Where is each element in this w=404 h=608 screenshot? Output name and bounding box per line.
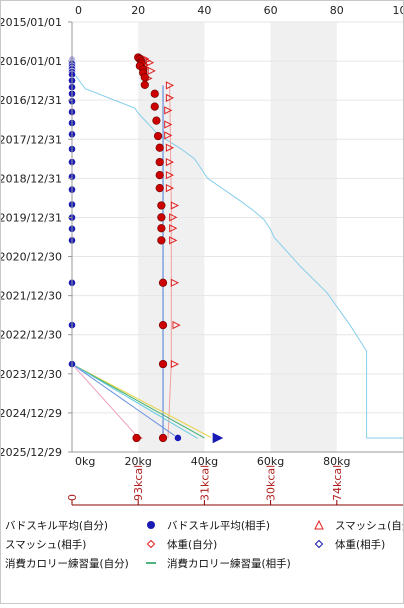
y-tick-label: 2024/12/29: [1, 407, 62, 420]
series-point: [158, 433, 168, 443]
series-point: [165, 171, 175, 180]
series-point: [153, 131, 163, 141]
data-markers: [68, 53, 224, 444]
series-point: [169, 236, 178, 245]
legend-label: バドスキル平均(相手): [167, 519, 270, 532]
series-point: [165, 184, 175, 193]
series-point: [150, 102, 159, 111]
calorie-tick-label: 74kcal: [331, 465, 344, 501]
sky-line: [71, 70, 403, 439]
series-point: [170, 359, 180, 369]
x-bottom-tick-label: 0kg: [75, 455, 95, 468]
legend-swatch: [314, 539, 324, 549]
series-point: [164, 120, 173, 129]
legend-swatch: [146, 539, 156, 549]
series-point: [158, 320, 168, 330]
calorie-tick-label: 0: [66, 494, 79, 501]
series-point: [165, 157, 175, 167]
series-point: [174, 434, 182, 442]
y-tick-label: 2016/12/31: [1, 94, 62, 107]
legend-label: スマッシュ(自分): [335, 519, 403, 532]
y-tick-label: 2025/12/29: [1, 446, 62, 459]
series-point: [170, 278, 180, 287]
x-top-tick-label: 20: [131, 4, 145, 17]
x-bottom-tick-label: 40kg: [191, 455, 218, 468]
series-point: [140, 80, 149, 89]
blue-diagonal: [71, 363, 179, 439]
series-point: [158, 278, 168, 287]
legend-label: スマッシュ(相手): [5, 538, 86, 551]
pink-diagonal: [71, 363, 139, 438]
series-point: [165, 93, 175, 103]
series-point: [158, 359, 168, 369]
cyan-line: [71, 363, 199, 439]
y-tick-label: 2019/12/31: [1, 211, 62, 224]
y-tick-label: 2016/01/01: [1, 55, 62, 68]
series-point: [164, 106, 173, 115]
calorie-tick-label: 93kcal: [132, 465, 145, 501]
series-point: [152, 116, 161, 125]
y-tick-label: 2015/01/01: [1, 16, 62, 29]
series-point: [172, 320, 181, 330]
series-point: [170, 201, 180, 210]
series-point: [164, 131, 173, 140]
calorie-tick-label: 30kcal: [265, 465, 278, 501]
y-tick-label: 2022/12/30: [1, 329, 62, 342]
series-point: [132, 433, 141, 443]
legend-swatch: [314, 519, 324, 530]
series-point: [150, 89, 159, 98]
series-point: [165, 81, 175, 90]
calorie-tick-label: 31kcal: [198, 465, 211, 501]
legend: バドスキル平均(自分) バドスキル平均(相手) スマッシュ(自分) スマッシュ(相手)…: [5, 519, 404, 570]
series-point: [157, 236, 166, 245]
series-point: [155, 171, 164, 180]
y-tick-label: 2020/12/30: [1, 251, 62, 264]
series-point: [155, 157, 164, 167]
y-tick-label: 2018/12/31: [1, 172, 62, 185]
series-point: [157, 201, 166, 210]
legend-swatch: [147, 521, 155, 529]
shaded-bands: [138, 22, 337, 452]
series-point: [145, 58, 155, 67]
grid-lines: [72, 21, 403, 453]
series-point: [169, 224, 178, 233]
green-line: [71, 363, 205, 439]
x-top-tick-label: 100: [393, 4, 404, 17]
x-bottom-tick-label: 20kg: [125, 455, 152, 468]
series-point: [147, 66, 156, 75]
legend-label: バドスキル平均(自分): [5, 519, 108, 532]
series-point: [155, 143, 164, 152]
x-top-tick-label: 60: [264, 4, 278, 17]
series-point: [165, 143, 175, 152]
series-point: [155, 184, 164, 193]
series-lines: [71, 70, 403, 439]
series-point: [140, 73, 149, 82]
x-top-tick-label: 0: [75, 4, 82, 17]
series-point: [157, 213, 166, 222]
y-tick-label: 2021/12/30: [1, 290, 62, 303]
series-point: [212, 432, 224, 444]
yellow-line: [71, 363, 212, 438]
series-point: [169, 213, 178, 222]
y-tick-label: 2017/12/31: [1, 133, 62, 146]
legend-label: 体重(相手): [335, 538, 385, 551]
legend-label: 消費カロリー練習量(自分): [5, 557, 129, 570]
shaded-band: [270, 22, 337, 452]
y-tick-label: 2023/12/30: [1, 368, 62, 381]
series-point: [157, 224, 166, 233]
x-bottom-tick-label: 80kg: [323, 455, 350, 468]
x-top-tick-label: 80: [330, 4, 344, 17]
x-top-tick-label: 40: [197, 4, 211, 17]
legend-label: 消費カロリー練習量(相手): [167, 557, 291, 570]
x-bottom-tick-label: 60kg: [257, 455, 284, 468]
legend-label: 体重(自分): [167, 538, 217, 551]
axes: 2015/01/01 2016/01/01 2016/12/31 2017/12/31…: [0, 4, 404, 506]
